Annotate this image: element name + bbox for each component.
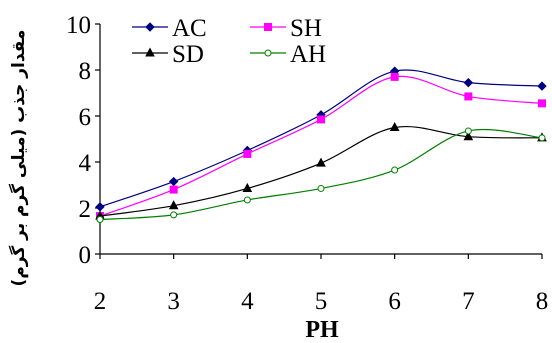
legend-item-ac: AC bbox=[132, 15, 207, 42]
series-sd-point bbox=[168, 200, 179, 210]
series-ac-point bbox=[95, 202, 105, 212]
legend-label-ac: AC bbox=[172, 15, 207, 42]
y-tick-label: 6 bbox=[79, 104, 92, 131]
legend-marker-sd bbox=[145, 47, 155, 57]
series-ah-point bbox=[391, 166, 399, 174]
y-tick-label: 4 bbox=[79, 150, 92, 177]
x-tick-label: 3 bbox=[167, 288, 180, 315]
x-tick-label: 7 bbox=[462, 288, 475, 315]
series-ah-point bbox=[317, 184, 325, 192]
x-tick-label: 5 bbox=[315, 288, 328, 315]
legend-item-ah: AH bbox=[250, 41, 326, 68]
series-ah-point bbox=[243, 196, 251, 204]
legend-marker-sh bbox=[264, 23, 272, 31]
series-sd-point bbox=[389, 121, 400, 131]
y-tick-label: 2 bbox=[79, 196, 92, 223]
x-axis-label: PH bbox=[305, 317, 339, 343]
x-tick-label: 6 bbox=[388, 288, 401, 315]
series-sh-line bbox=[99, 75, 543, 217]
y-axis-label: مقدار جذب (میلی گرم بر گرم) bbox=[8, 30, 29, 287]
legend-label-ah: AH bbox=[290, 41, 326, 68]
y-tick-label: 0 bbox=[79, 242, 92, 269]
series-ac-point bbox=[463, 77, 474, 88]
series-sd-point bbox=[242, 182, 253, 192]
x-tick-label: 2 bbox=[94, 288, 107, 315]
series-sh bbox=[96, 72, 546, 221]
series-sh-point bbox=[464, 92, 473, 101]
series-ah-point bbox=[538, 134, 546, 142]
legend-label-sh: SH bbox=[290, 15, 322, 42]
series-sd-point bbox=[316, 157, 326, 167]
series-ah-point bbox=[464, 127, 472, 135]
legend-item-sh: SH bbox=[250, 15, 322, 42]
series-ac-point bbox=[537, 81, 547, 91]
y-tick-label: 8 bbox=[79, 58, 92, 85]
x-tick-label: 4 bbox=[241, 288, 254, 315]
series-layer bbox=[95, 66, 547, 223]
series-ac-point bbox=[168, 176, 179, 187]
x-tick-label: 8 bbox=[536, 288, 549, 315]
legend-label-sd: SD bbox=[172, 41, 204, 68]
series-sh-point bbox=[390, 72, 399, 81]
legend-marker-ac bbox=[145, 22, 155, 32]
series-sd-line bbox=[99, 125, 543, 217]
series-sd-point bbox=[463, 131, 474, 141]
series-sh-point bbox=[317, 115, 325, 124]
y-tick-label: 10 bbox=[66, 12, 91, 39]
series-ah-point bbox=[170, 211, 178, 219]
series-sd bbox=[95, 121, 547, 220]
series-sh-point bbox=[538, 99, 546, 108]
series-ah-line bbox=[99, 128, 543, 221]
legend-marker-ah bbox=[264, 49, 272, 57]
legend: AC SH SD AH bbox=[132, 15, 326, 68]
series-ah-point bbox=[96, 216, 104, 223]
series-ah bbox=[96, 127, 546, 223]
series-sh-point bbox=[169, 185, 178, 194]
series-sh-point bbox=[243, 149, 252, 158]
legend-item-sd: SD bbox=[132, 41, 204, 68]
